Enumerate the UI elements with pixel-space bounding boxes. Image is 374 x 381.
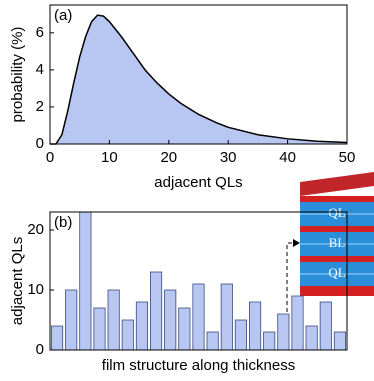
x-tick-label: 20 bbox=[160, 149, 177, 166]
bar bbox=[121, 319, 134, 350]
layer bbox=[300, 286, 374, 296]
bar bbox=[178, 307, 191, 350]
y-tick-label: 0 bbox=[36, 135, 44, 152]
bar bbox=[220, 283, 233, 350]
bar bbox=[291, 295, 304, 350]
layer bbox=[300, 256, 374, 262]
bar bbox=[65, 289, 78, 350]
bar bbox=[305, 325, 318, 350]
y-tick-label: 4 bbox=[36, 61, 44, 78]
plot-frame bbox=[49, 4, 348, 145]
x-tick-label: 50 bbox=[339, 149, 356, 166]
bar bbox=[206, 331, 219, 350]
y-tick-label: 20 bbox=[27, 221, 44, 238]
bar bbox=[192, 283, 205, 350]
y-tick-label: 0 bbox=[36, 341, 44, 358]
bar bbox=[150, 271, 163, 350]
bar bbox=[51, 325, 64, 350]
y-axis-label: probability (%) bbox=[9, 27, 26, 123]
x-axis-label: adjacent QLs bbox=[154, 174, 242, 191]
layer-inset: QL BL QL bbox=[286, 172, 374, 312]
bar bbox=[263, 331, 276, 350]
bar bbox=[135, 301, 148, 350]
bar bbox=[333, 331, 346, 350]
arrow-head bbox=[293, 239, 300, 247]
area-line bbox=[50, 14, 348, 145]
y-axis-label: adjacent QLs bbox=[9, 237, 26, 325]
bar bbox=[249, 301, 262, 350]
x-axis-label: film structure along thickness bbox=[102, 357, 295, 374]
x-tick-label: 10 bbox=[101, 149, 118, 166]
panel-label: (b) bbox=[54, 214, 72, 231]
x-tick-label: 0 bbox=[46, 149, 54, 166]
bar bbox=[107, 289, 120, 350]
layer bbox=[300, 196, 374, 202]
inset-label: BL bbox=[329, 235, 346, 250]
pointer bbox=[286, 242, 296, 312]
y-tick-label: 6 bbox=[36, 24, 44, 41]
y-tick-label: 10 bbox=[27, 281, 44, 298]
y-tick-label: 2 bbox=[36, 98, 44, 115]
layer bbox=[300, 226, 374, 232]
area-fill bbox=[50, 15, 347, 145]
bar bbox=[319, 301, 332, 350]
bar bbox=[277, 313, 290, 350]
inset-label: QL bbox=[328, 265, 345, 280]
bar bbox=[164, 289, 177, 350]
x-tick-label: 30 bbox=[220, 149, 237, 166]
slab-top bbox=[300, 172, 374, 196]
plot-frame bbox=[49, 211, 348, 351]
bar bbox=[79, 212, 92, 350]
panel-label: (a) bbox=[54, 7, 72, 24]
bar bbox=[93, 307, 106, 350]
bar bbox=[234, 319, 247, 350]
x-tick-label: 40 bbox=[279, 149, 296, 166]
